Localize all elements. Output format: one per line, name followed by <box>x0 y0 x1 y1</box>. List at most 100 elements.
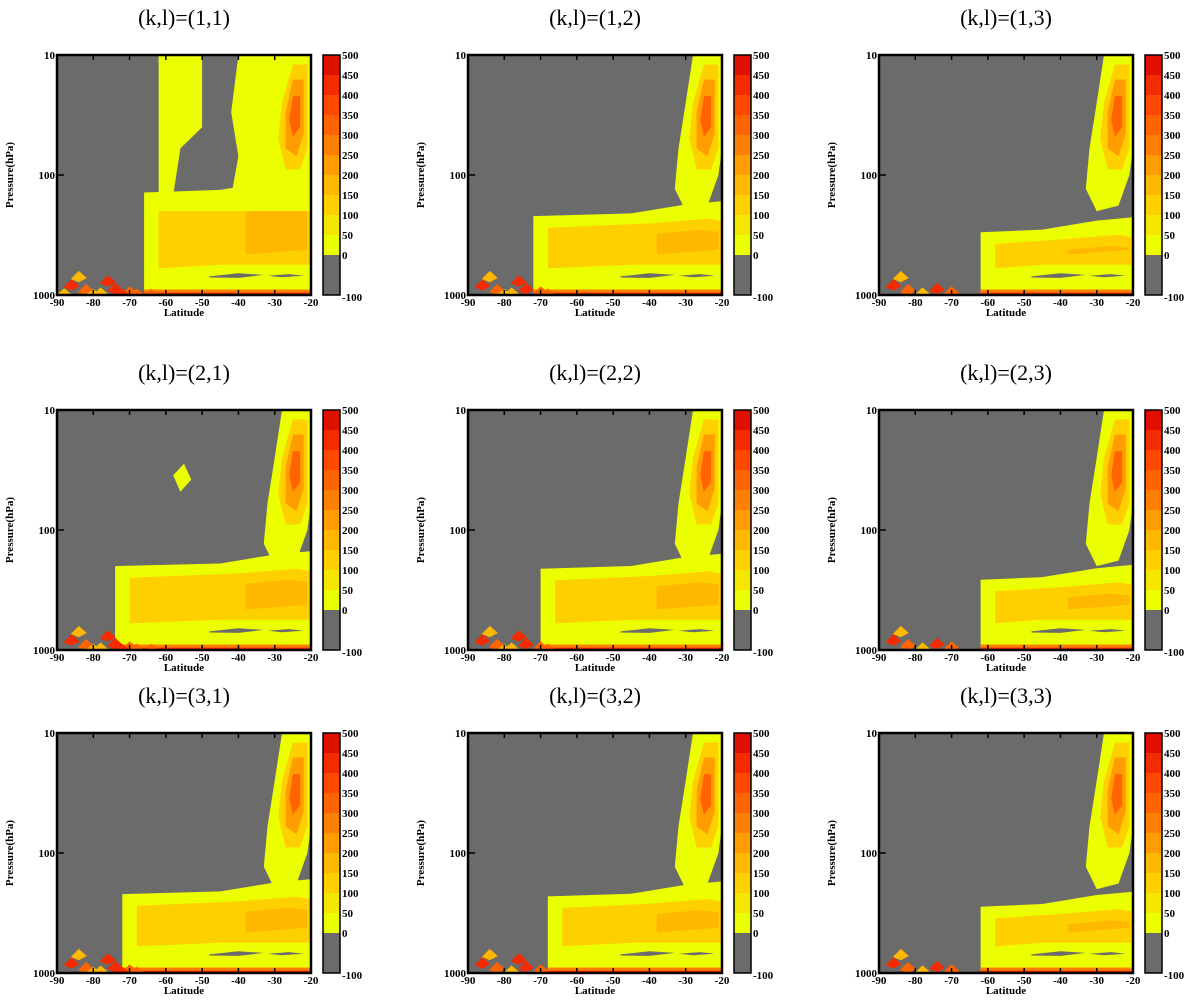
y-tick-label: 100 <box>450 848 467 860</box>
y-tick-label: 1000 <box>33 968 56 980</box>
colorbar-swatch <box>734 510 751 530</box>
colorbar-swatch <box>1145 470 1162 490</box>
colorbar-label: 150 <box>342 868 359 880</box>
x-tick-label: -90 <box>872 652 887 664</box>
colorbar-label: -100 <box>1164 647 1185 659</box>
y-tick-label: 10 <box>455 405 467 417</box>
x-tick-label: -20 <box>1126 652 1141 664</box>
colorbar-swatch <box>1145 55 1162 75</box>
y-tick-label: 100 <box>450 170 467 182</box>
colorbar-label: 50 <box>342 908 354 920</box>
colorbar-label: 150 <box>753 868 770 880</box>
colorbar-swatch <box>1145 75 1162 95</box>
colorbar-label: 150 <box>753 545 770 557</box>
contour-level-8 <box>885 634 902 646</box>
colorbar-label: 200 <box>1164 848 1181 860</box>
y-tick-label: 100 <box>450 525 467 537</box>
negative-region <box>1089 629 1126 633</box>
y-tick-label: 1000 <box>444 645 467 657</box>
x-tick-label: -80 <box>86 652 101 664</box>
colorbar-swatch <box>1145 913 1162 933</box>
colorbar-swatch <box>1145 450 1162 470</box>
colorbar-swatch <box>1145 753 1162 773</box>
negative-region <box>209 273 264 278</box>
colorbar-label: 0 <box>1164 928 1170 940</box>
colorbar-label: 250 <box>342 505 359 517</box>
colorbar-swatch <box>734 195 751 215</box>
panel-6: (k,l)=(2,3) -90 -80 -70 -60 -50 -40 -30 -20 Latit… <box>826 360 1185 674</box>
colorbar-label: 50 <box>1164 585 1176 597</box>
colorbar-label: 350 <box>1164 465 1181 477</box>
colorbar-swatch <box>323 255 340 295</box>
colorbar-label: 150 <box>1164 190 1181 202</box>
colorbar-swatch <box>323 853 340 873</box>
negative-region <box>678 629 715 633</box>
colorbar-label: 500 <box>1164 50 1181 62</box>
colorbar-swatch <box>1145 175 1162 195</box>
contour-level-3 <box>245 206 308 255</box>
x-tick-label: -50 <box>1017 975 1032 987</box>
colorbar-label: 200 <box>342 525 359 537</box>
colorbar-swatch <box>1145 610 1162 650</box>
y-tick-label: 100 <box>861 848 878 860</box>
panel-title: (k,l)=(3,3) <box>960 683 1052 708</box>
x-tick-label: -90 <box>461 975 476 987</box>
contour-level-2 <box>995 909 1133 947</box>
colorbar-frame <box>322 409 341 651</box>
colorbar-swatch <box>1145 195 1162 215</box>
contour-level-3 <box>70 270 87 283</box>
colorbar-label: 100 <box>1164 888 1181 900</box>
colorbar-label: 150 <box>1164 868 1181 880</box>
colorbar-label: 250 <box>1164 150 1181 162</box>
colorbar-swatch <box>734 793 751 813</box>
x-tick-label: -90 <box>50 652 65 664</box>
colorbar-label: 100 <box>753 888 770 900</box>
colorbar-label: -100 <box>753 970 774 982</box>
contour-level-8 <box>885 279 902 291</box>
contour-level-3 <box>1067 245 1130 255</box>
x-tick-label: -90 <box>461 297 476 309</box>
colorbar-swatch <box>1145 215 1162 235</box>
contour-level-3 <box>481 625 498 638</box>
x-tick-label: -20 <box>715 975 730 987</box>
colorbar-swatch <box>734 610 751 650</box>
x-tick-label: -40 <box>642 652 657 664</box>
contour-level-6 <box>900 962 916 973</box>
negative-region <box>1031 951 1086 956</box>
colorbar-label: 450 <box>342 70 359 82</box>
x-tick-label: -60 <box>159 975 174 987</box>
contour-level-3 <box>70 625 87 638</box>
x-tick-label: -70 <box>533 297 548 309</box>
x-tick-label: -20 <box>1126 975 1141 987</box>
contour-level-3 <box>245 907 308 933</box>
contour-level-8 <box>114 967 131 973</box>
colorbar-label: 50 <box>342 585 354 597</box>
colorbar-label: 0 <box>342 250 348 262</box>
y-tick-label: 1000 <box>33 290 56 302</box>
contour-field <box>468 733 722 973</box>
contour-level-6 <box>143 643 160 650</box>
contour-level-6 <box>128 966 145 973</box>
x-tick-label: -80 <box>497 297 512 309</box>
x-axis-label: Latitude <box>575 985 615 997</box>
panel-3: (k,l)=(1,3) -90 -80 -70 -60 -50 -40 -30 -20 Latit… <box>826 5 1185 319</box>
colorbar-frame <box>1144 409 1163 651</box>
contour-level-6 <box>900 639 916 650</box>
y-tick-label: 1000 <box>444 968 467 980</box>
x-tick-label: -70 <box>944 652 959 664</box>
panel-7: (k,l)=(3,1) -90 -80 -70 -60 -50 -40 -30 -20 Latit… <box>4 683 363 997</box>
contour-field <box>879 733 1133 973</box>
contour-level-3 <box>914 287 931 295</box>
y-tick-label: 1000 <box>855 645 878 657</box>
negative-region <box>620 951 675 956</box>
panel-title: (k,l)=(1,1) <box>138 5 230 30</box>
colorbar-swatch <box>1145 490 1162 510</box>
colorbar-label: 100 <box>1164 565 1181 577</box>
y-tick-label: 100 <box>39 170 56 182</box>
colorbar-swatch <box>323 155 340 175</box>
negative-region <box>267 629 304 633</box>
colorbar-label: 100 <box>753 565 770 577</box>
y-axis-label: Pressure(hPa) <box>826 497 838 564</box>
